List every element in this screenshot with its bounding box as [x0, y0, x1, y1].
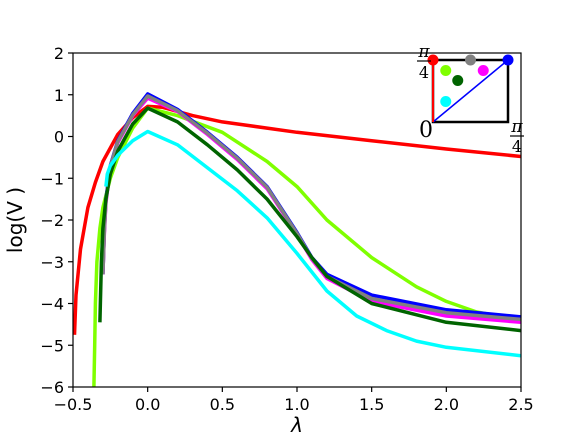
inset-point-3 — [440, 65, 452, 77]
y-tick-label: −5 — [40, 336, 64, 355]
inset-label-top-den: 4 — [419, 63, 429, 82]
axes-layer: −0.5 0.0 0.5 1.0 1.5 2.0 2.5 −6 −5 −4 −3 −2 −1 0 1 2 — [40, 44, 533, 414]
y-tick-label: −6 — [40, 378, 64, 397]
x-tick-label: 0.5 — [210, 395, 235, 414]
series-line-3 — [101, 96, 521, 325]
y-tick-label: 2 — [54, 44, 64, 63]
inset-point-1 — [465, 54, 476, 66]
x-tick-label: 1.0 — [284, 395, 309, 414]
inset-point-2 — [502, 54, 514, 66]
y-tick-label: 1 — [54, 86, 64, 105]
y-tick-label: −3 — [40, 253, 64, 272]
inset-point-5 — [452, 74, 464, 86]
y-tick-label: −4 — [40, 295, 64, 314]
x-tick-label: 2.0 — [434, 395, 459, 414]
y-tick-label: −1 — [40, 169, 64, 188]
x-tick-label: 2.5 — [508, 395, 533, 414]
series-layer — [73, 92, 521, 387]
y-tick-label: −2 — [40, 211, 64, 230]
series-line-0 — [73, 104, 521, 335]
x-tick-label: 1.5 — [359, 395, 384, 414]
x-tick-label: −0.5 — [54, 395, 93, 414]
y-axis-label: log(V ) — [3, 187, 27, 253]
series-line-5 — [98, 106, 521, 333]
inset-point-0 — [427, 54, 439, 66]
inset-diagonal — [432, 59, 509, 123]
y-tick-label: 0 — [54, 128, 64, 147]
series-line-4 — [101, 94, 521, 322]
inset-diagram: π40 π4 — [417, 42, 524, 156]
series-line-6 — [104, 129, 521, 358]
inset-origin-label: 0 — [419, 118, 433, 143]
series-line-1 — [92, 106, 521, 387]
inset-point-4 — [477, 65, 489, 77]
x-tick-label: 0.0 — [135, 395, 160, 414]
inset-point-6 — [440, 96, 452, 108]
x-axis-label: λ — [290, 413, 303, 436]
inset-label-right-den: 4 — [512, 137, 522, 156]
inset-label-top-num: π — [417, 42, 430, 62]
inset-label-right-num: π — [510, 117, 523, 137]
